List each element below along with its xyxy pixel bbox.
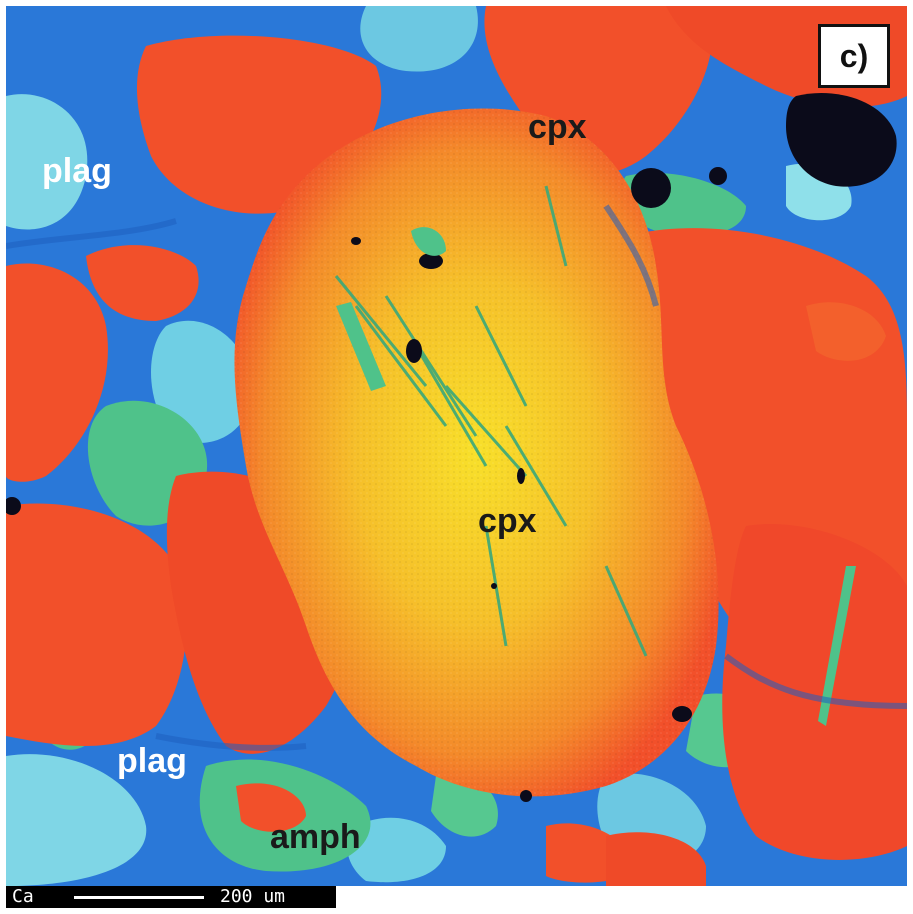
cpx-grain bbox=[722, 524, 907, 860]
label-amph: amph bbox=[270, 818, 361, 856]
ca-element-map bbox=[6, 6, 907, 886]
cpx-grain bbox=[806, 302, 886, 361]
cpx-grain bbox=[606, 832, 706, 886]
scale-bar-length: 200 um bbox=[220, 886, 286, 907]
void bbox=[709, 167, 727, 185]
label-cpx-top: cpx bbox=[528, 108, 587, 146]
cpx-grain bbox=[86, 245, 199, 321]
void bbox=[786, 92, 897, 187]
label-plag-bottom: plag bbox=[117, 742, 187, 780]
plag-grain bbox=[6, 754, 147, 886]
dark-inclusions bbox=[351, 237, 692, 722]
cpx-grain bbox=[236, 783, 306, 832]
plag-grain bbox=[360, 6, 478, 72]
plag-boundaries bbox=[6, 204, 907, 751]
plag-grain bbox=[347, 817, 446, 883]
cpx-grain bbox=[6, 263, 108, 482]
void bbox=[520, 790, 532, 802]
fracture-network bbox=[334, 185, 648, 657]
label-plag-top: plag bbox=[42, 152, 112, 190]
cpx-grain bbox=[6, 503, 187, 746]
label-cpx-center: cpx bbox=[478, 502, 537, 540]
plag-grain bbox=[6, 94, 88, 230]
void bbox=[6, 497, 21, 515]
plag-grain bbox=[151, 320, 252, 443]
scale-bar-line bbox=[74, 896, 204, 899]
void bbox=[631, 168, 671, 208]
scale-bar: Ca 200 um bbox=[6, 886, 336, 908]
scale-bar-element: Ca bbox=[12, 886, 34, 907]
green-inclusions bbox=[336, 227, 856, 726]
panel-label: c) bbox=[818, 24, 890, 88]
false-color-map bbox=[6, 6, 907, 886]
